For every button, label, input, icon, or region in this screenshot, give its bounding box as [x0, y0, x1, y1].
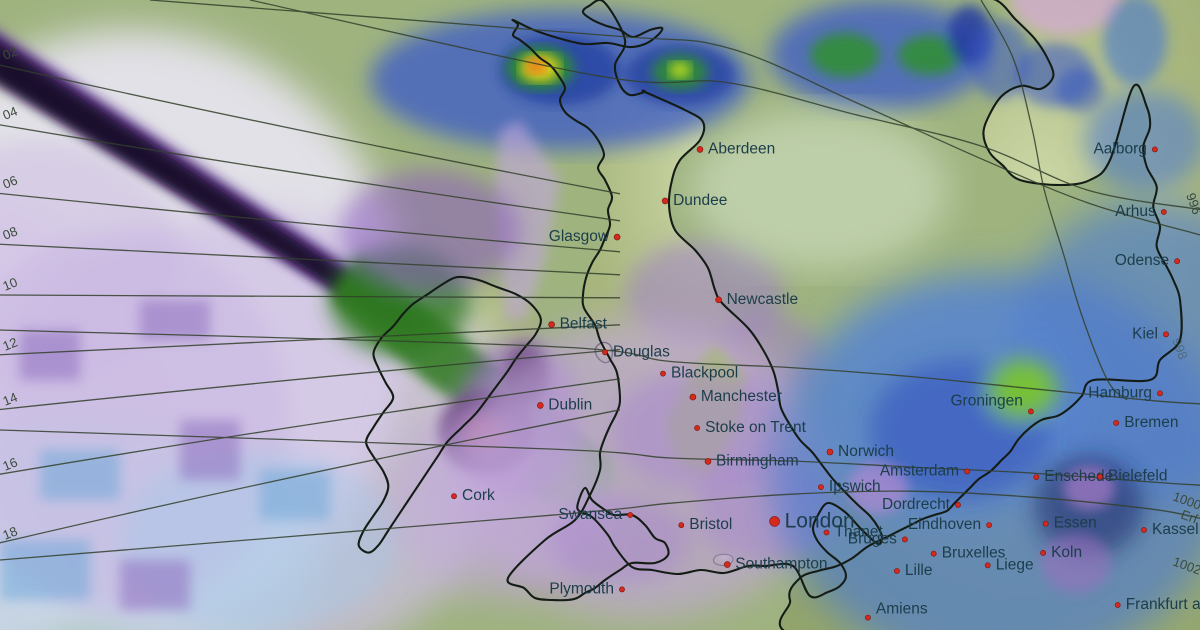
- svg-text:Bruges: Bruges: [848, 530, 897, 547]
- svg-text:Blackpool: Blackpool: [671, 365, 738, 382]
- svg-text:Belfast: Belfast: [560, 316, 608, 333]
- svg-text:Amiens: Amiens: [876, 601, 928, 618]
- svg-text:Arhus: Arhus: [1115, 203, 1156, 220]
- svg-text:Aberdeen: Aberdeen: [708, 140, 775, 157]
- svg-text:Birmingham: Birmingham: [716, 452, 799, 469]
- svg-text:Norwich: Norwich: [838, 443, 894, 460]
- svg-text:Ipswich: Ipswich: [829, 478, 881, 495]
- svg-text:Stoke on Trent: Stoke on Trent: [705, 419, 807, 436]
- svg-text:Dordrecht: Dordrecht: [882, 496, 951, 513]
- svg-text:Liege: Liege: [996, 556, 1034, 573]
- svg-text:Manchester: Manchester: [701, 388, 782, 405]
- svg-text:Cork: Cork: [462, 487, 495, 504]
- svg-text:Glasgow: Glasgow: [549, 228, 610, 245]
- svg-text:Southampton: Southampton: [735, 556, 827, 573]
- svg-text:Essen: Essen: [1054, 515, 1097, 532]
- svg-text:Dundee: Dundee: [673, 192, 727, 209]
- svg-text:Groningen: Groningen: [951, 392, 1023, 409]
- svg-text:Eindhoven: Eindhoven: [908, 516, 981, 533]
- svg-text:Enschede: Enschede: [1044, 468, 1113, 485]
- svg-text:Douglas: Douglas: [613, 343, 670, 360]
- svg-text:Bremen: Bremen: [1124, 414, 1178, 431]
- svg-text:Lille: Lille: [905, 562, 933, 579]
- svg-text:Frankfurt am Main: Frankfurt am Main: [1126, 596, 1200, 613]
- svg-text:Bristol: Bristol: [689, 516, 732, 533]
- svg-text:Dublin: Dublin: [548, 396, 592, 413]
- svg-text:Kassel: Kassel: [1152, 521, 1199, 538]
- svg-text:Plymouth: Plymouth: [549, 580, 614, 597]
- svg-text:Koln: Koln: [1051, 544, 1082, 561]
- svg-text:Swansea: Swansea: [558, 506, 622, 523]
- svg-text:Newcastle: Newcastle: [727, 291, 799, 308]
- svg-text:Aalborg: Aalborg: [1093, 140, 1146, 157]
- svg-text:Amsterdam: Amsterdam: [880, 462, 959, 479]
- svg-text:Kiel: Kiel: [1132, 325, 1158, 342]
- svg-text:Bielefeld: Bielefeld: [1108, 468, 1167, 485]
- svg-text:Odense: Odense: [1115, 252, 1169, 269]
- svg-text:Hamburg: Hamburg: [1088, 384, 1152, 401]
